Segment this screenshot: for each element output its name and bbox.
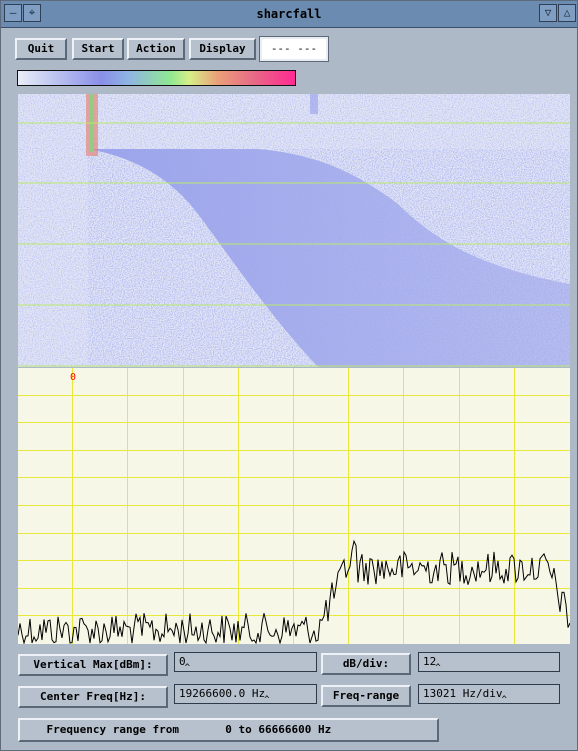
- title-bar[interactable]: — ⌖ sharcfall ▽ △: [1, 1, 577, 28]
- text-cursor-icon: ^: [264, 695, 270, 705]
- start-button[interactable]: Start: [72, 38, 124, 60]
- minimize-icon[interactable]: ▽: [539, 4, 557, 22]
- spectrum-trace: [18, 539, 570, 644]
- vertical-max-input[interactable]: 0^: [174, 652, 317, 673]
- frequency-range-status: Frequency range from 0 to 66666600 Hz: [18, 718, 439, 742]
- vertical-max-label: Vertical Max[dBm]:: [18, 654, 168, 676]
- waterfall-plot: [18, 94, 570, 367]
- vertical-max-value: 0: [179, 655, 186, 668]
- window-menu-icon[interactable]: —: [4, 4, 22, 22]
- color-scale-bar: [17, 70, 296, 86]
- text-cursor-icon: ^: [184, 663, 191, 673]
- freq-range-value: 13021 Hz/div: [423, 687, 503, 700]
- freq-range-button[interactable]: Freq-range: [321, 685, 411, 707]
- quit-button[interactable]: Quit: [15, 38, 67, 60]
- freq-range-input[interactable]: 13021 Hz/div^: [418, 684, 560, 705]
- db-div-label: dB/div:: [321, 653, 411, 675]
- marker-label: 0: [70, 372, 76, 383]
- text-cursor-icon: ^: [501, 695, 507, 705]
- center-freq-label: Center Freq[Hz]:: [18, 686, 168, 708]
- spectrum-svg: 0: [18, 368, 570, 644]
- db-div-input[interactable]: 12^: [418, 652, 560, 673]
- maximize-icon[interactable]: △: [558, 4, 576, 22]
- display-button[interactable]: Display: [189, 38, 256, 60]
- text-cursor-icon: ^: [435, 663, 441, 673]
- spectrum-grid: [18, 368, 570, 644]
- db-div-value: 12: [423, 655, 437, 668]
- spectrum-plot: 0: [18, 368, 570, 644]
- center-freq-value: 19266600.0 Hz: [179, 687, 266, 700]
- action-button[interactable]: Action: [127, 38, 185, 60]
- move-icon[interactable]: ⌖: [23, 4, 41, 22]
- window-title: sharcfall: [256, 7, 322, 21]
- status-field: --- ---: [259, 36, 329, 62]
- waterfall-display: [18, 94, 570, 367]
- center-freq-input[interactable]: 19266600.0 Hz^: [174, 684, 317, 705]
